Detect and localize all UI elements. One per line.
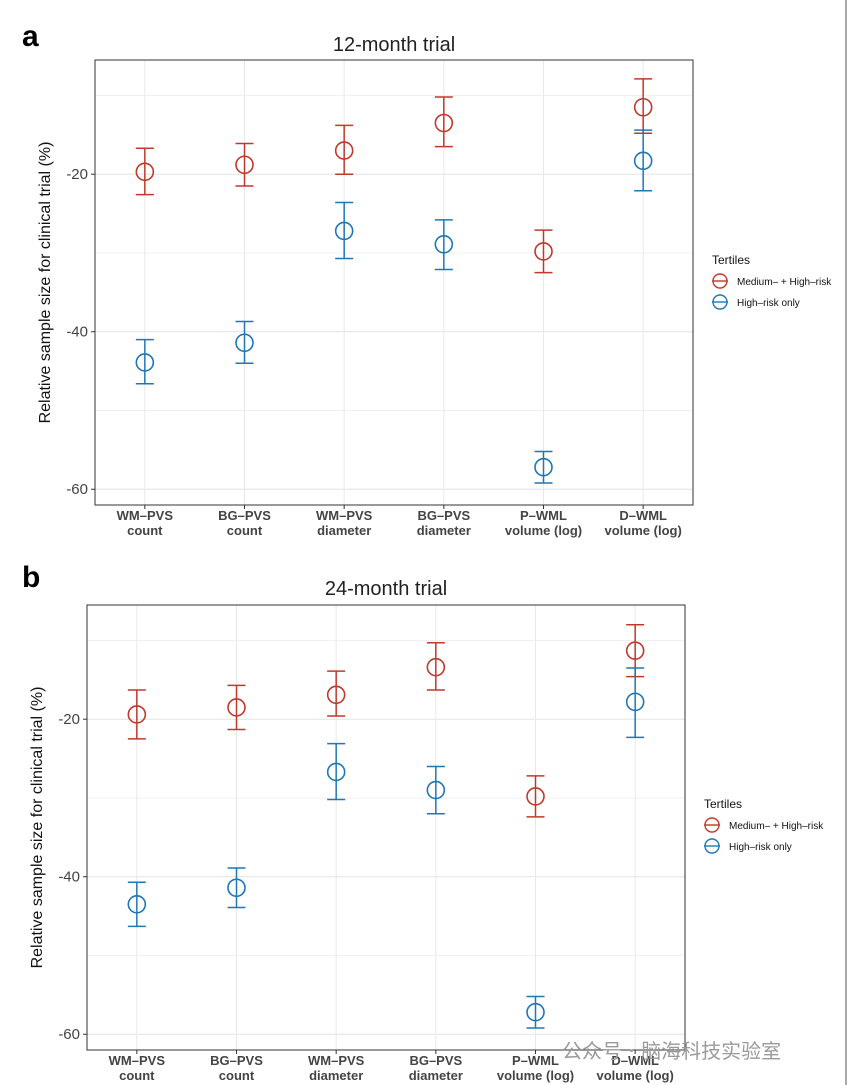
- x-tick-label-line: P–WML: [520, 508, 567, 523]
- y-tick-label: -20: [66, 166, 88, 183]
- x-tick-label: BG–PVS count: [210, 1053, 263, 1083]
- x-tick-label: P–WML volume (log): [505, 508, 582, 538]
- x-tick-label-line: volume (log): [605, 523, 682, 538]
- x-tick-label: BG–PVS diameter: [409, 1053, 463, 1083]
- x-tick-label: WM–PVS count: [117, 508, 174, 538]
- data-point: [326, 762, 346, 782]
- chart-title: 12-month trial: [333, 34, 455, 56]
- legend-key-circle: [712, 273, 728, 289]
- x-tick-label: WM–PVS diameter: [308, 1053, 365, 1083]
- data-point: [534, 242, 553, 261]
- data-point: [127, 894, 147, 914]
- x-tick-label: D–WML volume (log): [605, 508, 682, 538]
- data-point: [625, 641, 645, 660]
- legend-label: Medium– + High–risk: [737, 277, 832, 288]
- data-point: [633, 97, 653, 117]
- legend-key-circle: [712, 294, 728, 310]
- panel-letter: a: [22, 20, 39, 53]
- legend: Tertiles Medium– + High–risk High–risk onl…: [704, 797, 824, 854]
- y-tick-label: -40: [66, 324, 88, 341]
- x-tick-label-line: diameter: [317, 523, 371, 538]
- data-point: [426, 657, 446, 677]
- data-point: [633, 151, 653, 171]
- x-tick-label-line: BG–PVS: [417, 508, 470, 523]
- legend-label: Medium– + High–risk: [729, 821, 824, 832]
- data-point: [326, 685, 346, 705]
- x-tick-label-line: count: [127, 523, 163, 538]
- chart-title: 24-month trial: [325, 578, 447, 600]
- x-tick-label-line: WM–PVS: [109, 1053, 166, 1068]
- series-medium-high-risk: [135, 78, 653, 274]
- x-tick-label: WM–PVS count: [109, 1053, 166, 1083]
- legend-title: Tertiles: [712, 253, 750, 267]
- data-point: [235, 333, 254, 353]
- data-point: [434, 235, 454, 254]
- x-tick-label-line: D–WML: [619, 508, 667, 523]
- data-point: [227, 878, 246, 898]
- y-tick-label: -60: [66, 481, 88, 498]
- x-tick-label-line: WM–PVS: [117, 508, 174, 523]
- x-tick-label-line: BG–PVS: [409, 1053, 462, 1068]
- x-tick-label-line: volume (log): [505, 523, 582, 538]
- data-point: [135, 162, 155, 182]
- legend-title: Tertiles: [704, 797, 742, 811]
- x-tick-label-line: P–WML: [512, 1053, 559, 1068]
- y-tick-label: -20: [58, 711, 80, 728]
- x-tick-label-line: WM–PVS: [308, 1053, 365, 1068]
- x-tick-label: BG–PVS count: [218, 508, 271, 538]
- data-point: [127, 705, 147, 724]
- plot-border: [86, 604, 686, 1051]
- legend-label: High–risk only: [737, 298, 800, 309]
- x-tick-label-line: count: [119, 1068, 155, 1083]
- watermark: 公众号 · 脑海科技实验室: [562, 1039, 781, 1063]
- y-tick-label: -60: [58, 1026, 80, 1043]
- data-point: [235, 155, 254, 175]
- x-tick-label-line: volume (log): [497, 1068, 574, 1083]
- x-tick-label-line: diameter: [409, 1068, 463, 1083]
- x-tick-label: BG–PVS diameter: [417, 508, 471, 538]
- x-tick-label-line: D–WML: [611, 1053, 659, 1068]
- legend-key-circle: [704, 817, 720, 833]
- legend: Tertiles Medium– + High–risk High–risk onl…: [712, 253, 832, 310]
- x-tick-label-line: diameter: [417, 523, 471, 538]
- data-point: [526, 787, 545, 806]
- series-high-risk-only: [127, 667, 645, 1029]
- y-axis-label: Relative sample size for clinical trial …: [37, 142, 54, 424]
- legend-key-circle: [704, 838, 720, 854]
- x-tick-label-line: count: [227, 523, 263, 538]
- data-point: [625, 692, 645, 712]
- panel-letter: b: [22, 561, 40, 594]
- data-point: [227, 698, 246, 717]
- data-point: [534, 457, 553, 477]
- series-high-risk-only: [135, 129, 653, 484]
- x-tick-label-line: BG–PVS: [218, 508, 271, 523]
- series-medium-high-risk: [127, 623, 645, 818]
- x-tick-label: WM–PVS diameter: [316, 508, 373, 538]
- y-axis-label: Relative sample size for clinical trial …: [29, 687, 46, 969]
- data-point: [135, 353, 155, 372]
- data-point: [426, 780, 446, 800]
- x-tick-label: D–WML volume (log): [597, 1053, 674, 1083]
- y-tick-label: -40: [58, 869, 80, 886]
- x-tick-label: P–WML volume (log): [497, 1053, 574, 1083]
- plot-border: [94, 59, 694, 506]
- legend-label: High–risk only: [729, 842, 792, 853]
- x-tick-label-line: volume (log): [597, 1068, 674, 1083]
- x-tick-label-line: BG–PVS: [210, 1053, 263, 1068]
- data-point: [526, 1002, 545, 1022]
- x-tick-label-line: WM–PVS: [316, 508, 373, 523]
- data-point: [334, 141, 354, 160]
- data-point: [434, 113, 454, 133]
- data-point: [334, 221, 354, 241]
- x-tick-label-line: diameter: [309, 1068, 363, 1083]
- x-tick-label-line: count: [219, 1068, 255, 1083]
